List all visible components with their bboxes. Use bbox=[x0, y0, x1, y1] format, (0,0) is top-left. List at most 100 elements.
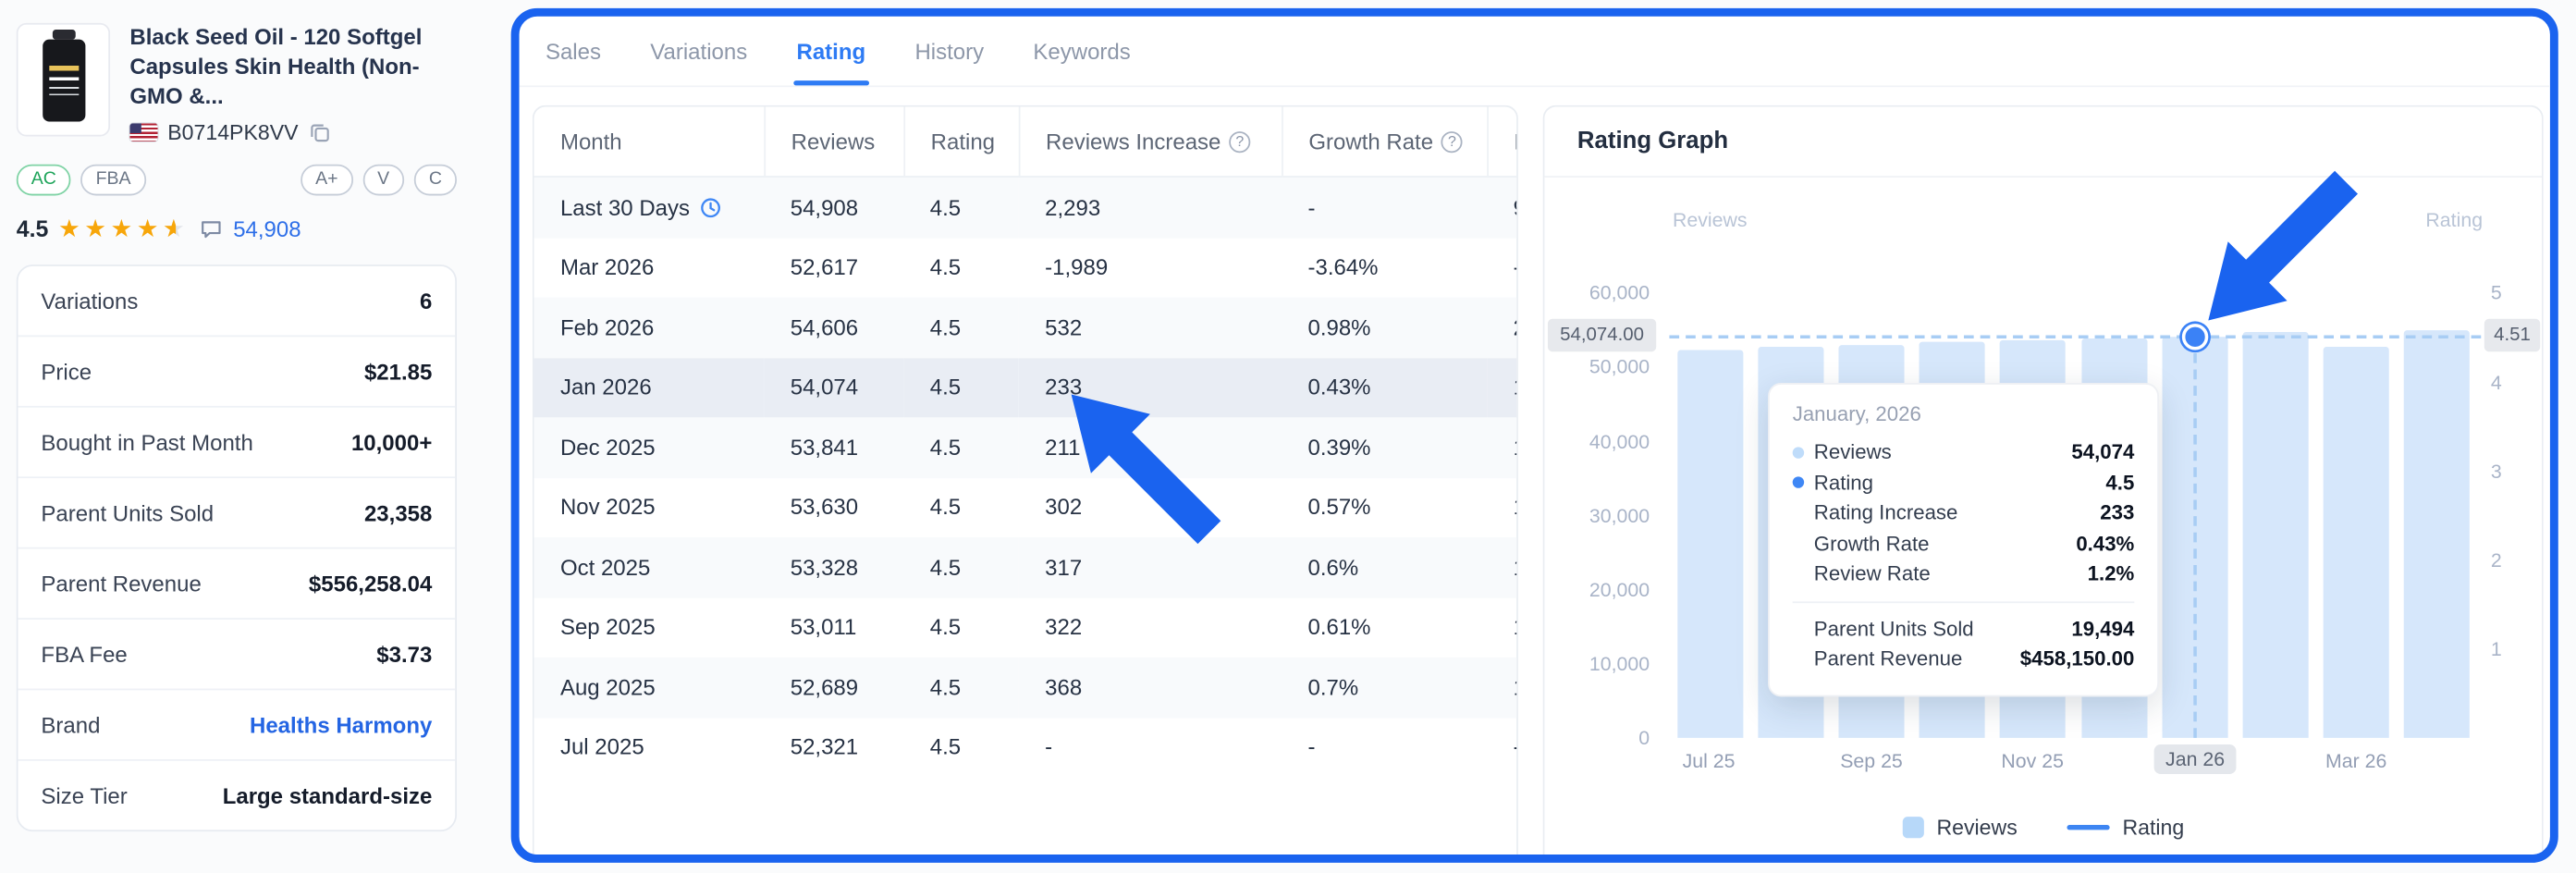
badge-ac[interactable]: AC bbox=[16, 165, 71, 197]
rating-graph-plot: Reviews Rating 60,000 50,000 40,000 30,0… bbox=[1544, 107, 2542, 855]
stat-row-parent-revenue: Parent Revenue $556,258.04 bbox=[18, 547, 456, 619]
comment-bubble-icon bbox=[199, 216, 224, 241]
product-title[interactable]: Black Seed Oil - 120 Softgel Capsules Sk… bbox=[129, 24, 423, 108]
tab-variations[interactable]: Variations bbox=[650, 38, 748, 64]
tab-history[interactable]: History bbox=[914, 38, 985, 64]
tooltip-title: January, 2026 bbox=[1792, 402, 1921, 426]
legend-rating[interactable]: Rating bbox=[2067, 815, 2184, 840]
rating-graph-card: Rating Graph Reviews Rating 60,000 50,00… bbox=[1542, 105, 2544, 855]
stat-row-price: Price $21.85 bbox=[18, 336, 456, 406]
hover-point-marker[interactable] bbox=[2181, 324, 2209, 350]
badge-v[interactable]: V bbox=[362, 165, 405, 197]
rating-row: 4.5 54,908 bbox=[17, 216, 457, 242]
y-tick-right: 1 bbox=[2490, 637, 2502, 661]
right-axis-title: Rating bbox=[2425, 208, 2484, 232]
stat-row-parent-units-sold: Parent Units Sold 23,358 bbox=[18, 477, 456, 547]
hover-crosshair bbox=[2193, 337, 2197, 738]
x-tick: Mar 26 bbox=[2325, 749, 2387, 773]
product-sidebar: Black Seed Oil - 120 Softgel Capsules Sk… bbox=[16, 22, 458, 832]
rating-table-card: Month Reviews Rating Reviews Increase Gr… bbox=[532, 105, 1518, 855]
y-tick-right: 4 bbox=[2490, 371, 2502, 395]
brand-link[interactable]: Healths Harmony bbox=[250, 713, 433, 738]
y-tick: 10,000 bbox=[1589, 652, 1650, 676]
tab-sales[interactable]: Sales bbox=[545, 38, 601, 64]
star-rating-icons bbox=[58, 216, 189, 241]
product-stats-card: Variations 6 Price $21.85 Bought in Past… bbox=[16, 264, 458, 832]
y-tick-right: 3 bbox=[2490, 460, 2502, 484]
y-tick-right: 2 bbox=[2490, 548, 2502, 572]
info-icon[interactable] bbox=[1229, 130, 1251, 153]
badge-row: AC FBA A+ V C bbox=[16, 165, 458, 197]
product-image[interactable] bbox=[16, 22, 111, 137]
reviews-count-link[interactable]: 54,908 bbox=[233, 216, 301, 242]
stat-row-brand: Brand Healths Harmony bbox=[18, 689, 456, 759]
col-reviews: Reviews bbox=[763, 106, 904, 178]
legend-reviews[interactable]: Reviews bbox=[1902, 815, 2018, 840]
rating-table: Month Reviews Rating Reviews Increase Gr… bbox=[534, 106, 1517, 778]
us-flag-icon bbox=[129, 124, 158, 142]
badge-c[interactable]: C bbox=[413, 165, 458, 197]
info-icon[interactable] bbox=[1441, 130, 1464, 153]
review-bar[interactable] bbox=[2404, 330, 2471, 738]
y-tick: 50,000 bbox=[1589, 354, 1650, 378]
annotation-arrow-table bbox=[1071, 394, 1221, 545]
rating-line-icon bbox=[2067, 825, 2110, 830]
x-tick: Nov 25 bbox=[2001, 749, 2064, 773]
left-axis-title: Reviews bbox=[1672, 208, 1748, 232]
product-asin: B0714PK8VV bbox=[167, 120, 299, 146]
star-icon bbox=[137, 216, 163, 241]
product-header: Black Seed Oil - 120 Softgel Capsules Sk… bbox=[16, 22, 457, 146]
col-review-rate: Review Rate bbox=[1486, 106, 1517, 178]
tab-rating[interactable]: Rating bbox=[792, 17, 869, 86]
star-icon bbox=[84, 216, 110, 241]
x-tick-highlighted: Jan 26 bbox=[2153, 744, 2237, 774]
chart-legend: Reviews Rating bbox=[1544, 815, 2542, 840]
stat-row-fba-fee: FBA Fee $3.73 bbox=[18, 618, 456, 689]
y-tick: 30,000 bbox=[1589, 504, 1650, 528]
y-tick: 40,000 bbox=[1589, 430, 1650, 454]
rating-value: 4.5 bbox=[16, 215, 49, 242]
copy-icon[interactable] bbox=[308, 122, 329, 143]
stat-row-size-tier: Size Tier Large standard-size bbox=[18, 759, 456, 830]
chart-tooltip: January, 2026 Reviews 54,074 Rating 4.5 Ra… bbox=[1768, 383, 2159, 696]
hover-value-left-tag: 54,074.00 bbox=[1547, 318, 1657, 352]
reviews-swatch-icon bbox=[1902, 817, 1924, 839]
y-tick: 60,000 bbox=[1589, 280, 1650, 304]
y-tick-right: 5 bbox=[2490, 280, 2502, 304]
col-rating: Rating bbox=[902, 106, 1019, 178]
col-reviews-increase: Reviews Increase bbox=[1017, 106, 1282, 178]
star-icon bbox=[111, 216, 137, 241]
col-growth-rate: Growth Rate bbox=[1281, 106, 1488, 178]
clock-icon bbox=[700, 197, 721, 218]
review-bar[interactable] bbox=[2242, 332, 2309, 738]
badge-aplus[interactable]: A+ bbox=[301, 165, 353, 197]
tab-keywords[interactable]: Keywords bbox=[1033, 38, 1131, 64]
rating-line bbox=[1669, 335, 2482, 339]
badge-fba[interactable]: FBA bbox=[80, 165, 146, 197]
x-tick: Jul 25 bbox=[1682, 749, 1736, 773]
hover-value-right-tag: 4.51 bbox=[2484, 318, 2541, 352]
reviews-dot-icon bbox=[1792, 446, 1805, 459]
col-month: Month bbox=[534, 106, 765, 178]
annotation-arrow-graph bbox=[2208, 170, 2358, 321]
stat-row-bought-past-month: Bought in Past Month 10,000+ bbox=[18, 406, 456, 477]
review-bar[interactable] bbox=[1676, 349, 1743, 738]
graph-title: Rating Graph bbox=[1576, 128, 1729, 155]
bottle-graphic bbox=[42, 29, 85, 121]
stat-row-variations: Variations 6 bbox=[41, 289, 433, 314]
table-header-row: Month Reviews Rating Reviews Increase Gr… bbox=[534, 106, 1517, 178]
y-tick: 0 bbox=[1638, 726, 1650, 750]
y-tick: 20,000 bbox=[1589, 578, 1650, 602]
review-bar[interactable] bbox=[2324, 347, 2390, 738]
